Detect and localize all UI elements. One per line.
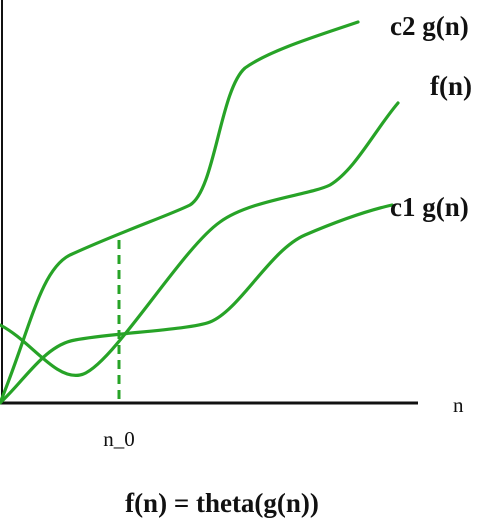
lower-bound-curve: [0, 203, 394, 405]
x-axis-label: n: [453, 393, 464, 417]
caption: f(n) = theta(g(n)): [125, 488, 319, 518]
lower-label: c1 g(n): [390, 192, 469, 222]
upper-bound-curve: [0, 20, 360, 405]
threshold-label: n_0: [103, 427, 135, 451]
function-label: f(n): [430, 71, 472, 101]
upper-label: c2 g(n): [390, 11, 469, 41]
function-curve: [0, 101, 400, 377]
